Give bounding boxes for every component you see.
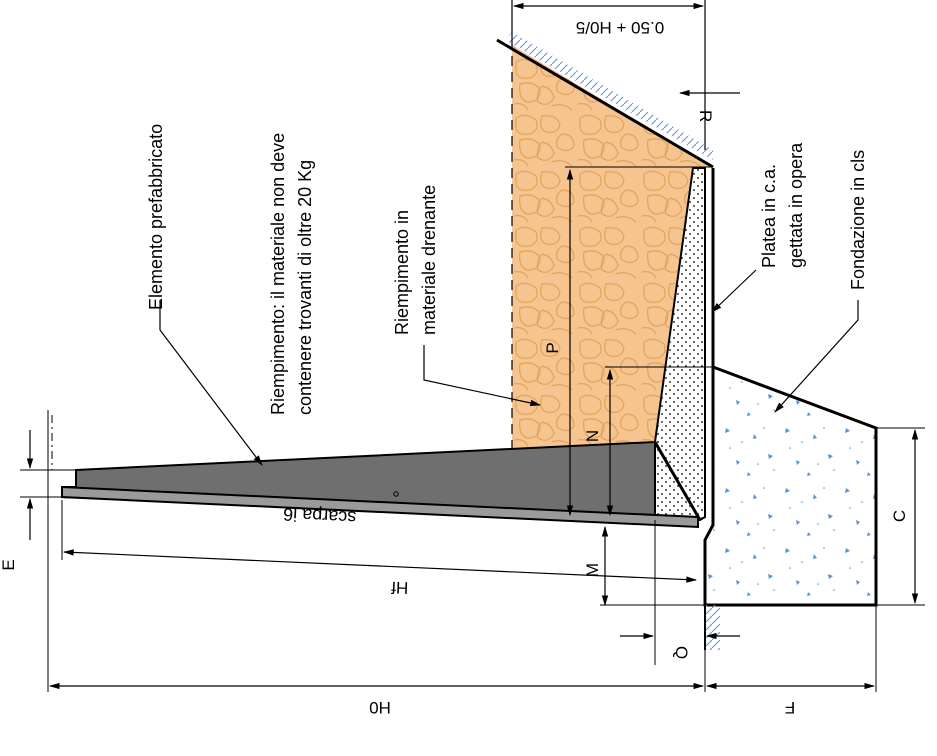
dim-q-label: Q [672, 646, 691, 659]
label-elemento: Elemento prefabbricato [146, 124, 166, 310]
dim-n-label: N [583, 430, 602, 442]
label-drenante-2: materiale drenante [419, 185, 439, 335]
label-scarpa: scarpa i6 [283, 504, 357, 528]
dim-p-label: P [543, 342, 562, 353]
dim-c-label: C [890, 510, 909, 522]
precast-hole [393, 491, 399, 497]
precast-heel-line [653, 441, 702, 521]
leader-drenante [423, 345, 542, 407]
label-riempimento-1: Riempimento: il materiale non deve [268, 133, 288, 415]
label-riempimento-2: contenere trovanti di oltre 20 Kg [295, 160, 315, 415]
label-drenante-1: Riempimento in [392, 210, 412, 335]
dim-f-label: F [785, 698, 795, 717]
leader-elemento [159, 300, 262, 465]
dim-e-label: E [0, 559, 18, 570]
dim-top-label: 0.50 + H0/5 [576, 18, 664, 37]
label-platea-1: Platea in c.a. [759, 164, 779, 268]
ground-slope-hatch [505, 32, 713, 160]
drainage-fill [512, 45, 713, 452]
foundation [703, 364, 878, 607]
label-platea-2: gettata in opera [786, 142, 806, 268]
leader-fondazione [774, 300, 859, 413]
dim-hf-label: Hf [391, 578, 409, 598]
ground-slope-line [496, 38, 714, 169]
label-fondazione: Fondazione in cls [848, 150, 868, 290]
precast-base [61, 485, 699, 529]
dim-h0-label: H0 [369, 698, 391, 717]
leader-platea [711, 269, 757, 313]
dim-hf [62, 549, 698, 583]
foundation-hatch [705, 605, 720, 650]
dim-r-label: R [696, 110, 715, 122]
